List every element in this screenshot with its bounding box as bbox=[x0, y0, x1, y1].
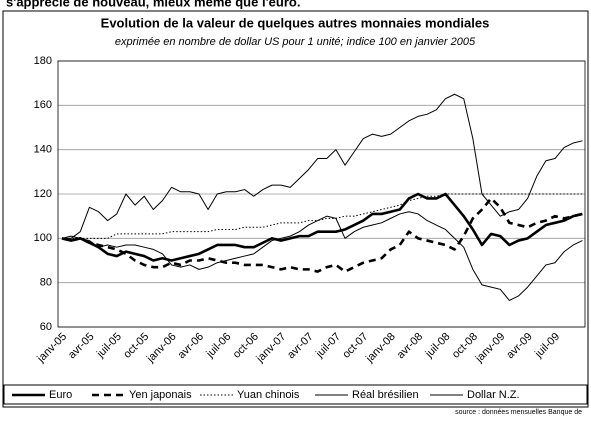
x-tick-label: avr-05 bbox=[66, 331, 97, 362]
chart-subtitle: exprimée en nombre de dollar US pour 1 u… bbox=[115, 36, 476, 48]
x-tick-label: janv-05 bbox=[34, 331, 69, 366]
x-tick-label: juil-07 bbox=[313, 331, 343, 361]
text-above: s'apprécie de nouveau, mieux même que l'… bbox=[6, 0, 300, 9]
series-line bbox=[61, 197, 583, 273]
x-tick-label: juil-05 bbox=[94, 331, 124, 361]
y-tick-label: 80 bbox=[40, 277, 52, 289]
x-tick-label: avr-06 bbox=[176, 331, 207, 362]
x-tick-label: janv-06 bbox=[144, 331, 179, 366]
chart-frame bbox=[2, 10, 589, 408]
y-tick-label: 120 bbox=[34, 188, 52, 200]
x-tick-label: janv-07 bbox=[254, 331, 289, 366]
x-tick-label: avr-07 bbox=[285, 331, 316, 362]
x-tick-label: avr-09 bbox=[504, 331, 535, 362]
legend-label: Yuan chinois bbox=[237, 389, 300, 401]
legend-label: Réal brésilien bbox=[352, 389, 419, 401]
plot-frame bbox=[57, 60, 586, 328]
series-line bbox=[61, 211, 583, 301]
chart-title: Evolution de la valeur de quelques autre… bbox=[101, 15, 490, 30]
legend-label: Dollar N.Z. bbox=[467, 389, 520, 401]
y-tick-label: 160 bbox=[34, 99, 52, 111]
x-tick-label: avr-08 bbox=[395, 331, 426, 362]
source: source : données mensuelles Banque de bbox=[455, 409, 582, 416]
legend-label: Yen japonais bbox=[129, 389, 192, 401]
x-tick-label: janv-08 bbox=[363, 331, 398, 366]
y-tick-label: 140 bbox=[34, 144, 52, 156]
series-line bbox=[62, 93, 583, 239]
y-tick-label: 180 bbox=[34, 55, 52, 67]
x-tick-label: juil-08 bbox=[423, 331, 453, 361]
x-tick-label: juil-09 bbox=[532, 331, 562, 361]
y-tick-label: 100 bbox=[34, 232, 52, 244]
y-tick-label: 60 bbox=[40, 321, 52, 333]
x-tick-label: juil-06 bbox=[204, 331, 234, 361]
series-line bbox=[62, 193, 583, 239]
x-tick-label: janv-09 bbox=[473, 331, 508, 366]
legend-label: Euro bbox=[49, 389, 72, 401]
series-line bbox=[61, 192, 583, 262]
legend-frame bbox=[3, 384, 588, 405]
